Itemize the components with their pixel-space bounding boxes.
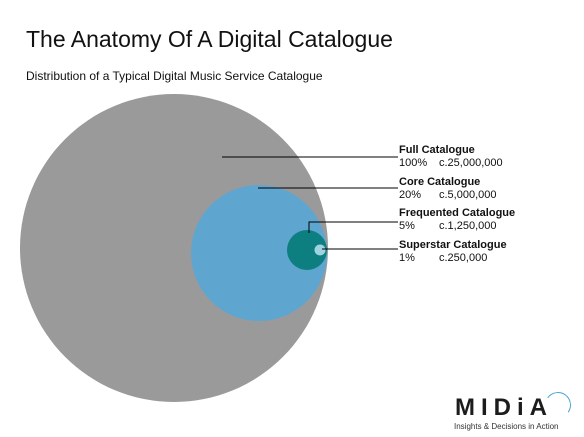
full-catalogue-name: Full Catalogue [399,144,475,156]
frequented-catalogue-name: Frequented Catalogue [399,207,516,219]
full-catalogue-count: c.25,000,000 [439,157,503,169]
midia-logo: MIDiA Insights & Decisions in Action [453,389,578,434]
superstar-catalogue-name: Superstar Catalogue [399,239,507,251]
logo-tagline: Insights & Decisions in Action [454,422,559,431]
core-catalogue-label: Core Catalogue 20% c.5,000,000 [399,176,497,202]
superstar-catalogue-circle [314,244,326,256]
core-catalogue-circle [191,185,327,321]
page-title: The Anatomy Of A Digital Catalogue [26,26,393,52]
core-catalogue-percent: 20% [399,189,422,201]
logo-wordmark: MIDiA [455,394,553,421]
core-catalogue-count: c.5,000,000 [439,189,497,201]
superstar-catalogue-count: c.250,000 [439,252,488,264]
full-catalogue-percent: 100% [399,157,428,169]
full-catalogue-label: Full Catalogue 100% c.25,000,000 [399,144,503,170]
core-catalogue-name: Core Catalogue [399,176,481,188]
superstar-catalogue-label: Superstar Catalogue 1% c.250,000 [399,239,507,265]
frequented-catalogue-label: Frequented Catalogue 5% c.1,250,000 [399,207,515,233]
frequented-catalogue-leader-line [308,221,398,233]
frequented-catalogue-circle [287,230,327,270]
frequented-catalogue-percent: 5% [399,220,415,232]
page-subtitle: Distribution of a Typical Digital Music … [26,69,323,83]
superstar-catalogue-percent: 1% [399,252,415,264]
full-catalogue-circle [20,94,328,402]
frequented-catalogue-count: c.1,250,000 [439,220,497,232]
